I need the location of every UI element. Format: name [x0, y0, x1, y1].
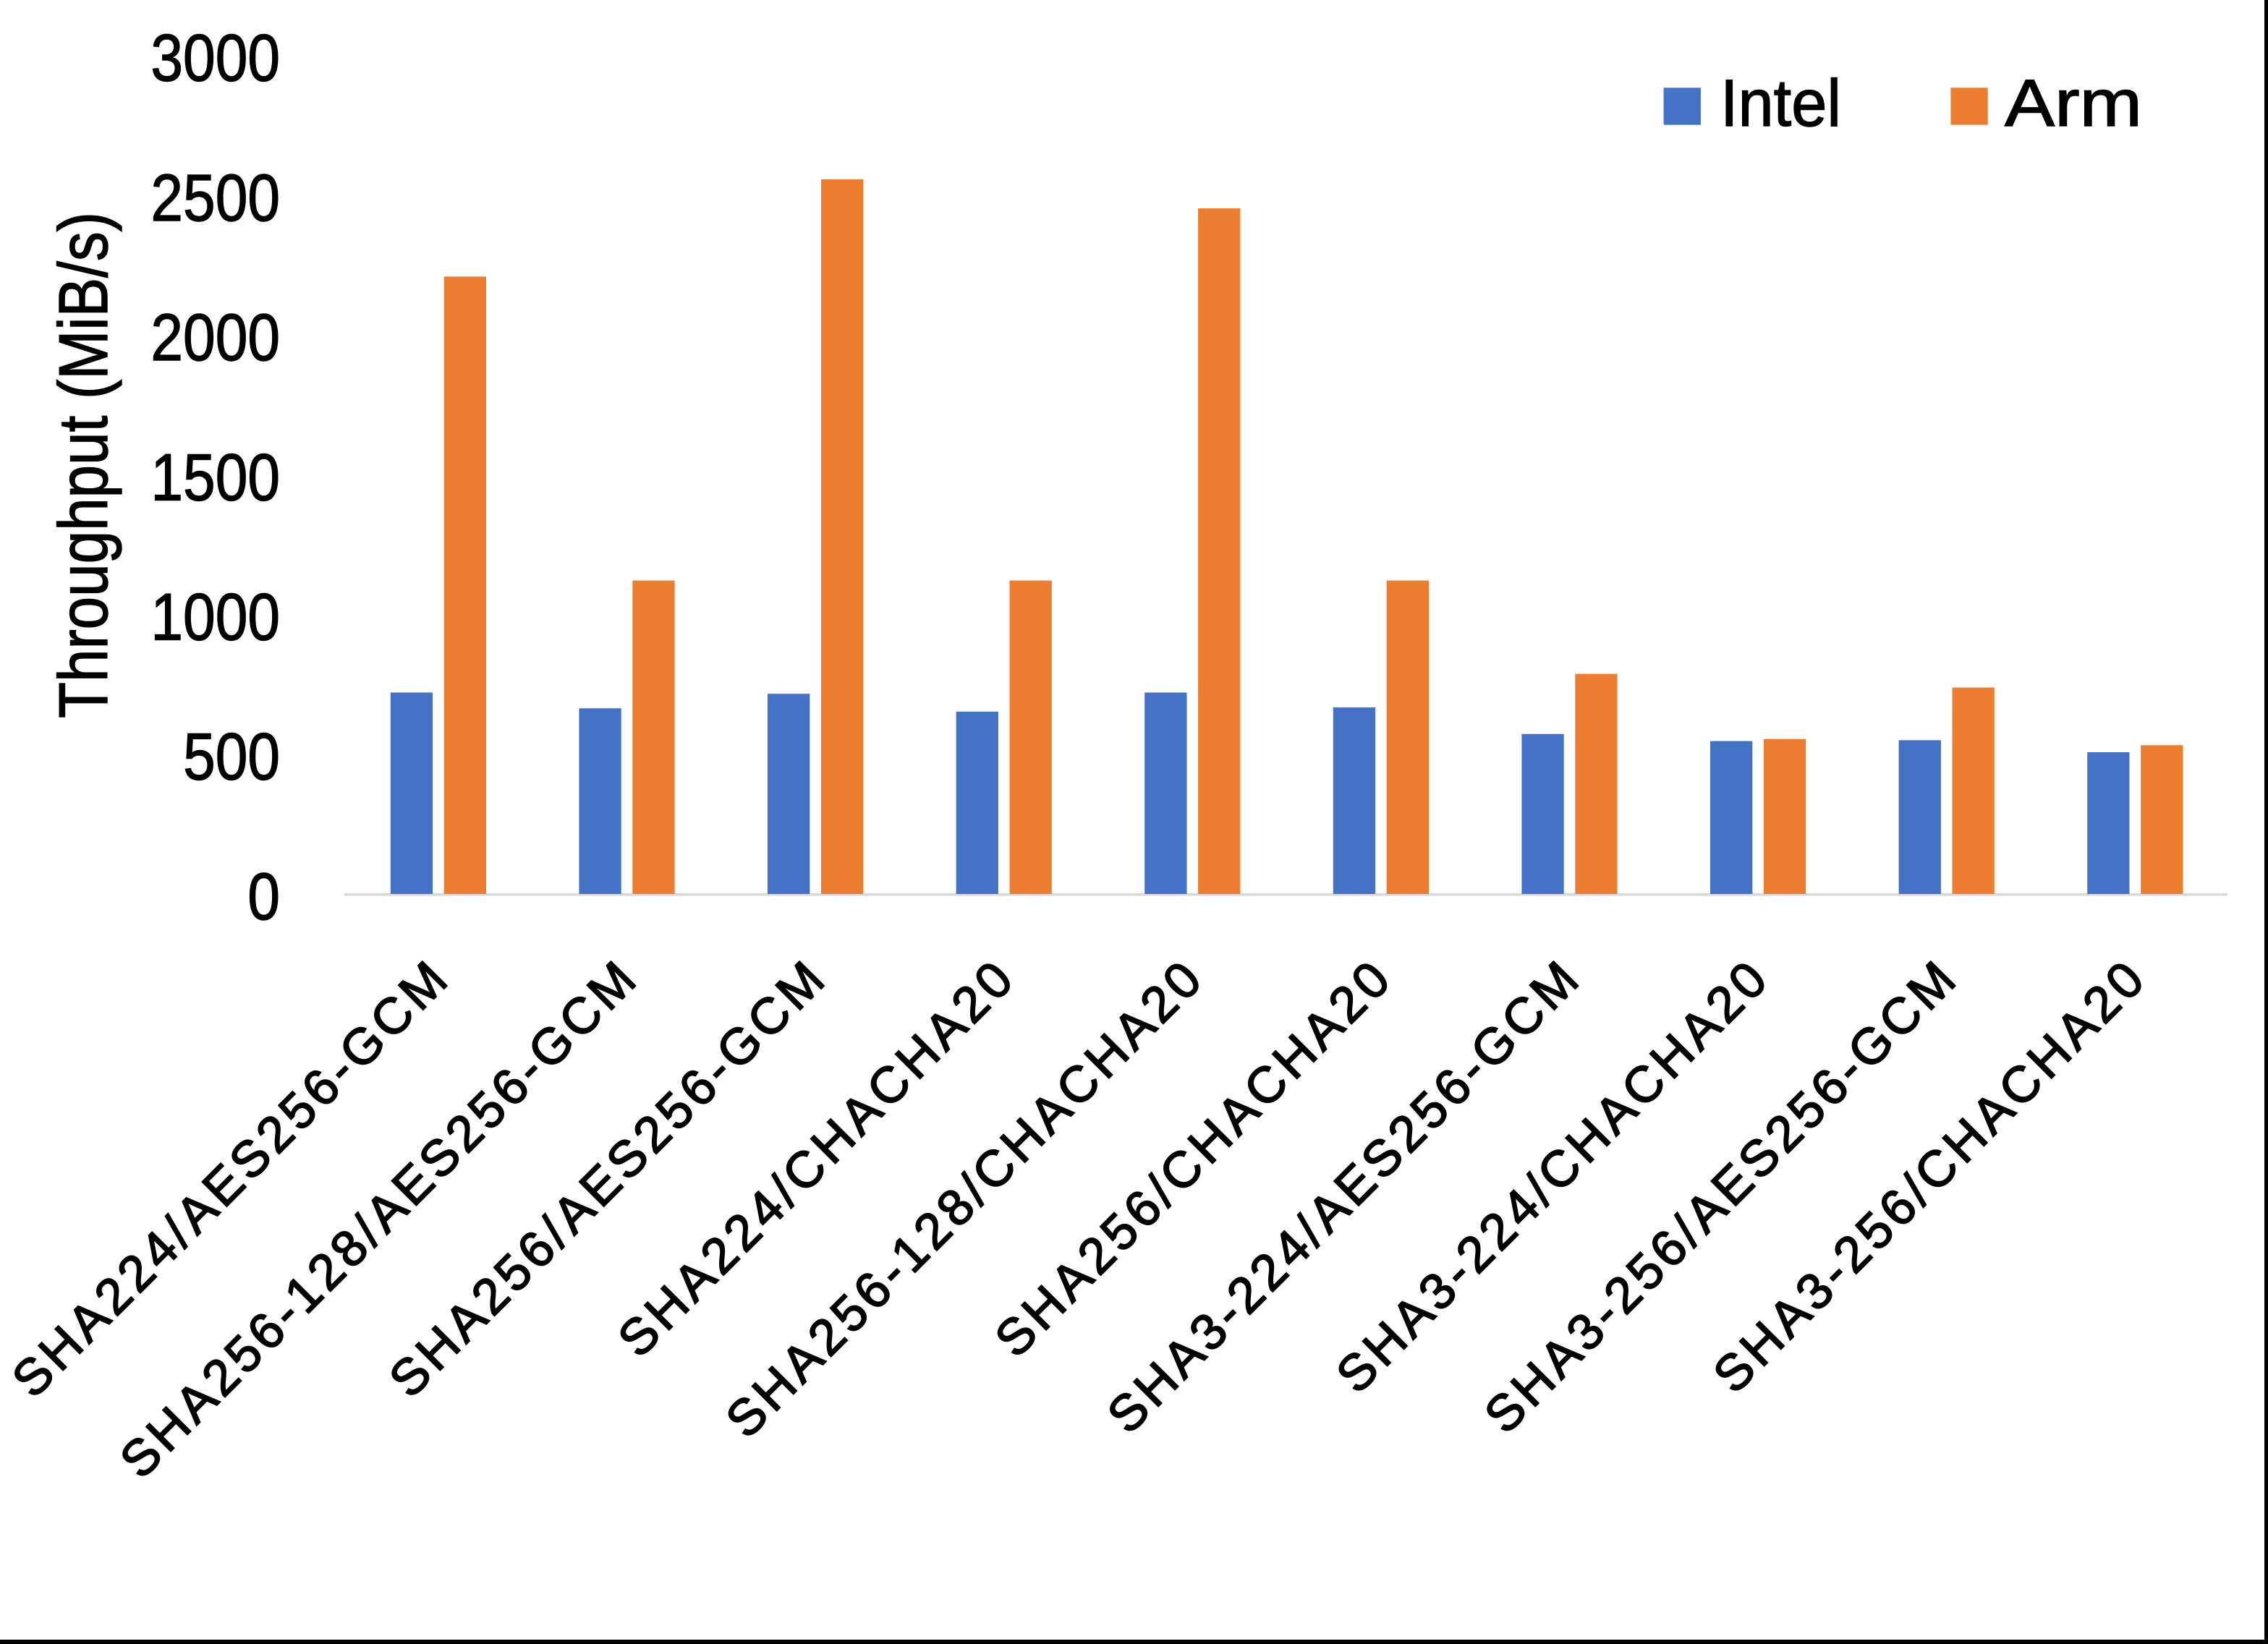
- svg-text:Throughput (MiB/s): Throughput (MiB/s): [45, 212, 122, 718]
- svg-text:1500: 1500: [150, 440, 280, 514]
- svg-text:2500: 2500: [150, 161, 280, 235]
- svg-text:Arm: Arm: [2005, 67, 2142, 140]
- svg-text:3000: 3000: [150, 22, 280, 95]
- svg-text:0: 0: [247, 860, 280, 934]
- svg-text:2000: 2000: [150, 301, 280, 375]
- svg-text:Intel: Intel: [1720, 67, 1841, 140]
- svg-text:500: 500: [183, 720, 280, 794]
- svg-text:1000: 1000: [150, 581, 280, 655]
